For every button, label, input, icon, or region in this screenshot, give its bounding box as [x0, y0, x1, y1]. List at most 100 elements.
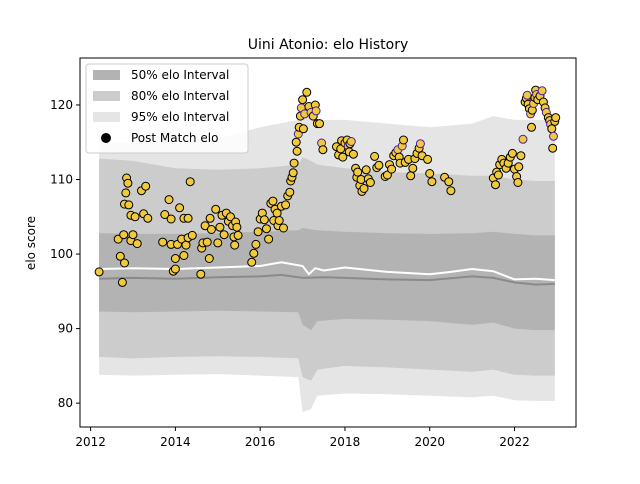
data-point — [302, 87, 312, 97]
data-point — [124, 200, 134, 210]
legend-label-post-match: Post Match elo — [131, 131, 218, 145]
data-point — [204, 254, 214, 263]
data-point — [359, 184, 369, 193]
data-point — [179, 251, 189, 260]
data-point — [513, 178, 523, 187]
data-point — [213, 238, 223, 248]
data-point — [259, 215, 269, 225]
data-point — [338, 152, 348, 162]
data-point — [415, 139, 425, 149]
data-point — [548, 143, 558, 153]
data-point — [175, 203, 185, 213]
data-point — [158, 237, 168, 247]
y-tick-label: 120 — [50, 98, 73, 112]
data-point — [549, 131, 558, 141]
data-point — [547, 124, 557, 134]
data-point — [247, 257, 257, 267]
data-point — [143, 213, 153, 223]
data-point — [315, 119, 324, 129]
data-point — [279, 223, 288, 233]
data-point — [211, 204, 221, 214]
data-point — [233, 230, 243, 240]
data-point — [444, 177, 454, 187]
data-point — [230, 240, 240, 250]
data-point — [232, 222, 242, 232]
legend-label-95: 95% elo Interval — [131, 110, 229, 124]
data-point — [425, 169, 435, 178]
data-point — [527, 122, 536, 132]
y-axis-label: elo score — [24, 216, 38, 270]
data-point — [318, 145, 328, 155]
y-tick-label: 100 — [50, 247, 73, 261]
data-point — [423, 154, 433, 164]
x-tick-label: 2014 — [160, 435, 191, 449]
data-point — [298, 124, 308, 134]
data-point — [183, 213, 193, 223]
data-point — [446, 186, 456, 196]
data-point — [166, 214, 176, 224]
data-point — [518, 134, 528, 144]
data-point — [94, 267, 104, 277]
legend-label-80: 80% elo Interval — [131, 89, 229, 103]
data-point — [288, 168, 298, 178]
legend-swatch-50 — [93, 70, 120, 80]
data-point — [493, 170, 503, 180]
y-tick-label: 90 — [58, 322, 73, 336]
x-tick-label: 2020 — [414, 435, 445, 449]
x-axis-ticks: 2012 2014 2016 2018 2020 2022 — [75, 427, 530, 449]
data-point — [516, 151, 526, 161]
data-point — [120, 258, 129, 268]
data-point — [361, 165, 371, 175]
data-point — [353, 167, 363, 177]
data-point — [514, 162, 524, 172]
data-point — [119, 230, 129, 240]
data-point — [551, 113, 561, 123]
data-point — [274, 216, 284, 225]
data-point — [346, 137, 356, 146]
data-point — [164, 195, 174, 205]
interval-bands — [99, 95, 555, 413]
x-tick-label: 2018 — [330, 435, 361, 449]
data-point — [249, 248, 259, 258]
data-point — [262, 224, 271, 234]
chart-title: Uini Atonio: elo History — [248, 37, 409, 53]
y-axis-ticks: 80 90 100 110 120 — [50, 98, 80, 410]
data-point — [170, 254, 180, 263]
data-point — [292, 146, 302, 156]
data-point — [130, 212, 140, 222]
data-point — [387, 164, 397, 174]
data-point — [251, 239, 261, 249]
data-point — [117, 277, 127, 287]
data-point — [196, 269, 206, 279]
data-point — [522, 90, 532, 100]
data-point — [491, 180, 500, 190]
x-tick-label: 2012 — [75, 435, 106, 449]
data-point — [141, 181, 151, 191]
data-point — [399, 135, 408, 145]
legend-marker-post-match — [101, 133, 111, 143]
legend-swatch-95 — [93, 112, 120, 122]
x-tick-label: 2022 — [499, 435, 530, 449]
y-tick-label: 110 — [50, 173, 73, 187]
legend: 50% elo Interval 80% elo Interval 95% el… — [85, 63, 249, 154]
data-point — [289, 158, 299, 168]
band-50 — [99, 228, 555, 331]
data-point — [507, 148, 517, 158]
trend-lines — [99, 261, 555, 286]
data-point — [370, 151, 380, 161]
median-line — [99, 273, 555, 286]
post-match-points — [94, 85, 561, 287]
data-point — [219, 230, 229, 240]
data-point — [202, 237, 212, 247]
data-point — [406, 171, 416, 181]
data-point — [253, 227, 263, 237]
axes-frame — [79, 57, 577, 428]
data-point — [311, 106, 321, 116]
data-point — [348, 149, 358, 159]
legend-swatch-80 — [93, 91, 120, 101]
data-point — [160, 210, 170, 219]
data-point — [285, 187, 295, 197]
data-point — [264, 234, 274, 244]
